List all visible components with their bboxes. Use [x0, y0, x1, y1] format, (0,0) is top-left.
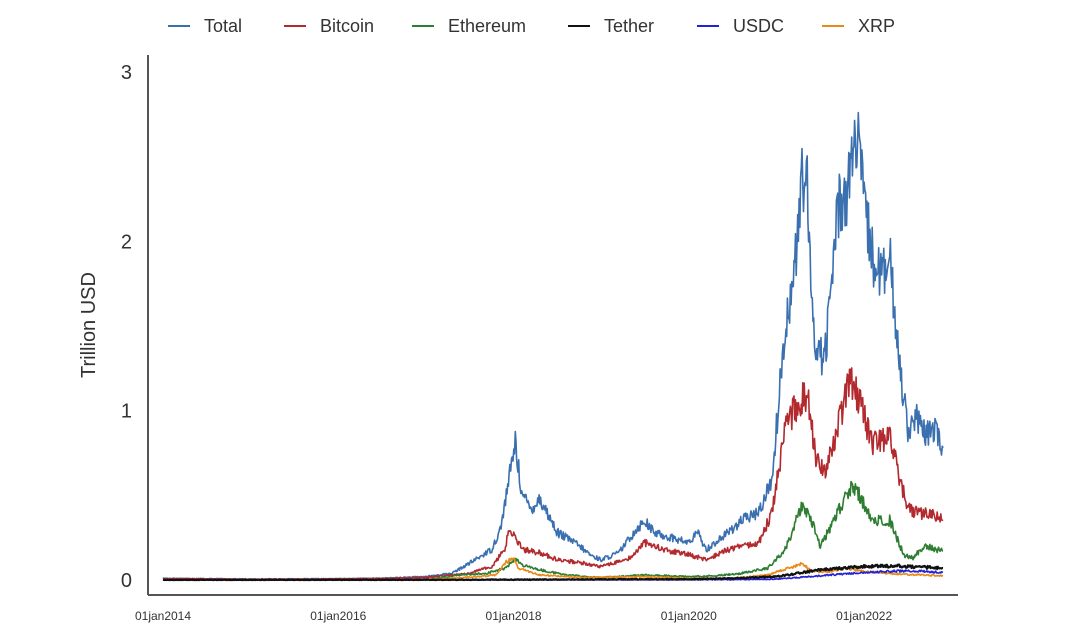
x-tick-label: 01jan2022 [836, 609, 892, 623]
legend-label-usdc: USDC [733, 16, 784, 36]
axes: 0 1 2 3 01jan2014 01jan2016 01jan2018 01jan2020… [121, 55, 958, 623]
series [162, 111, 944, 582]
y-tick-label: 0 [121, 570, 132, 592]
legend-label-total: Total [204, 16, 242, 36]
x-tick-label: 01jan2018 [486, 609, 542, 623]
legend-label-ethereum: Ethereum [448, 16, 526, 36]
legend: Total Bitcoin Ethereum Tether USDC XRP [168, 16, 895, 36]
y-tick-label: 2 [121, 231, 132, 253]
series-line-tether [162, 563, 944, 582]
series-line-total [162, 111, 944, 581]
series-line-ethereum [162, 480, 944, 581]
legend-label-xrp: XRP [858, 16, 895, 36]
y-tick-label: 3 [121, 62, 132, 84]
y-axis-title: Trillion USD [78, 272, 100, 378]
x-tick-label: 01jan2014 [135, 609, 191, 623]
series-line-bitcoin [162, 367, 944, 581]
legend-label-bitcoin: Bitcoin [320, 16, 374, 36]
y-tick-label: 1 [121, 401, 132, 423]
legend-label-tether: Tether [604, 16, 654, 36]
x-tick-label: 01jan2020 [661, 609, 717, 623]
x-tick-label: 01jan2016 [310, 609, 366, 623]
